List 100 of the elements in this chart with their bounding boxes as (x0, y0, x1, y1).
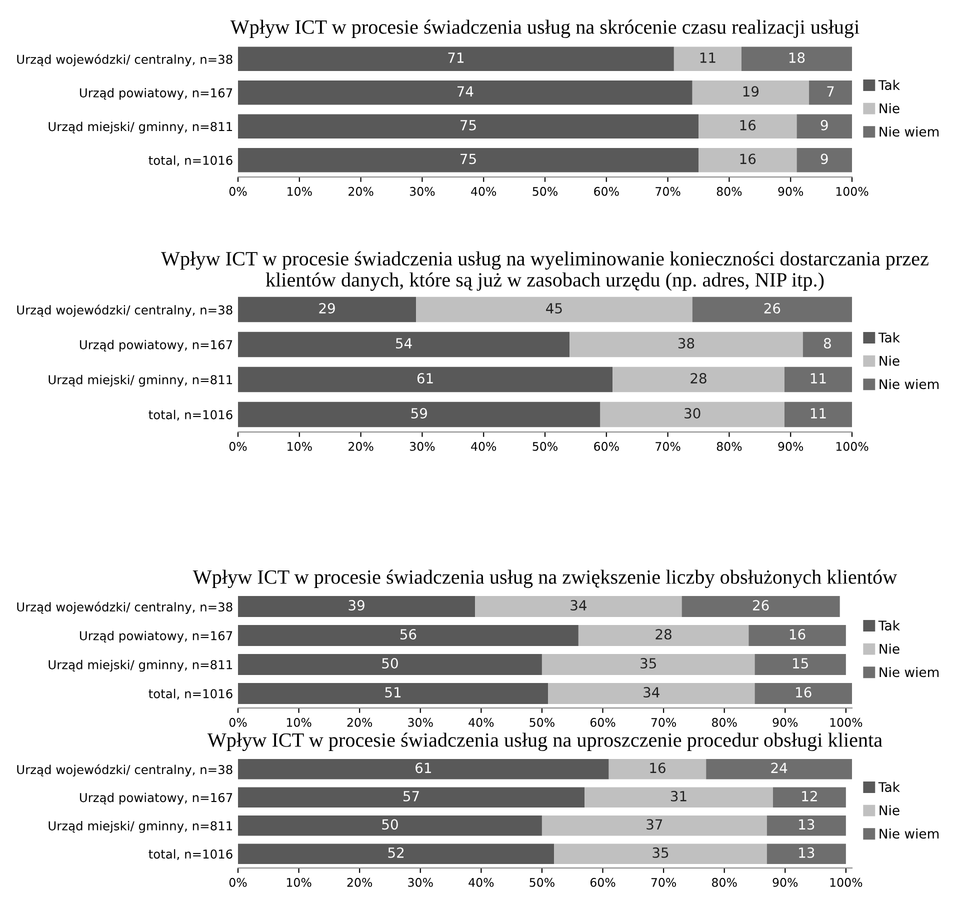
bar (706, 758, 852, 780)
x-tick-label: 90% (772, 718, 798, 727)
bar (772, 787, 846, 808)
data-label: 31 (670, 790, 686, 802)
data-label: 16 (740, 154, 756, 164)
y-tick-label: total, n=1016 (148, 849, 232, 860)
x-tick-label: 100% (830, 878, 862, 887)
bar (548, 683, 755, 704)
bar (784, 402, 852, 428)
y-tick-label: Urząd wojewódzki/ centralny, n=38 (17, 54, 232, 66)
data-label: 61 (416, 762, 431, 774)
bar (475, 596, 682, 617)
x-tick-label: 20% (348, 186, 374, 196)
bar (748, 625, 846, 646)
x-tick-label: 20% (347, 718, 372, 727)
data-label: 18 (789, 52, 805, 63)
data-label: 35 (640, 658, 656, 669)
data-label: 50 (382, 658, 398, 669)
data-label: 12 (802, 790, 817, 802)
x-tick-label: 90% (778, 186, 804, 196)
x-tick-label: 100% (836, 442, 868, 451)
bar (698, 114, 797, 139)
x-tick-label: 80% (716, 442, 742, 451)
bar (542, 815, 767, 836)
x-tick-label: 60% (590, 718, 616, 727)
bar (766, 844, 846, 864)
x-tick-label: 40% (468, 878, 494, 887)
bar (578, 625, 749, 646)
data-label: 13 (799, 847, 814, 858)
bar (238, 80, 692, 105)
bar (796, 114, 852, 139)
data-label: 34 (644, 687, 660, 698)
x-tick-label: 40% (468, 718, 494, 727)
data-label: 11 (700, 52, 716, 63)
legend-label: Tak (878, 620, 900, 631)
bar (741, 46, 852, 72)
x-tick-label: 30% (408, 718, 433, 727)
bar (238, 787, 585, 808)
x-tick-label: 20% (347, 878, 372, 887)
y-tick-label: total, n=1016 (148, 155, 232, 166)
x-tick-label: 0% (229, 878, 247, 887)
x-tick-label: 10% (286, 878, 312, 887)
bar (692, 296, 852, 322)
bar (238, 844, 554, 864)
data-label: 11 (810, 408, 826, 418)
x-tick-label: 0% (229, 186, 247, 196)
y-tick-label: Urząd miejski/ gminny, n=811 (48, 820, 232, 833)
data-label: 26 (752, 600, 769, 611)
text: Tak (878, 782, 900, 792)
x-tick-label: 10% (288, 442, 312, 451)
y-tick-label: total, n=1016 (148, 688, 232, 700)
x-tick-label: 0% (229, 718, 247, 727)
data-label: 61 (417, 373, 433, 384)
chart-title: Wpływ ICT w procesie świadczenia usług na zwiększenie liczby obsłużonych klientów (192, 570, 898, 588)
data-label: 16 (650, 762, 666, 774)
data-label: 29 (319, 303, 335, 314)
legend-label: Nie wiem (880, 378, 939, 390)
x-tick-label: 80% (716, 186, 742, 196)
bar (238, 402, 600, 428)
x-tick-label: 70% (651, 718, 676, 727)
chart-title: Wpływ ICT w procesie świadczenia usług na wyeliminowanie konieczności dostarczania przez klientów danych, które są już w zasobach urzędu (np. adres, NIP itp.) (161, 251, 928, 291)
y-tick-label: total, n=1016 (148, 410, 232, 421)
y-tick-label: Urząd miejski/ gminny, n=811 (48, 122, 232, 134)
data-label: 16 (790, 629, 806, 640)
data-label: 75 (460, 120, 476, 130)
x-tick-label: 50% (532, 186, 558, 196)
bar (796, 148, 852, 172)
data-label: 13 (799, 819, 814, 830)
bar (608, 758, 706, 780)
bar (809, 80, 852, 105)
data-label: 26 (764, 303, 780, 314)
x-tick-label: 50% (532, 442, 558, 451)
data-label: 11 (810, 373, 826, 384)
data-label: 57 (403, 791, 419, 802)
legend-label: Nie (880, 103, 900, 114)
bar (600, 402, 784, 428)
data-label: 59 (411, 408, 427, 419)
y-tick-label: Urząd wojewódzki/ centralny, n=38 (17, 764, 232, 777)
bar (698, 148, 797, 172)
x-tick-label: 80% (712, 718, 737, 727)
y-tick-label: Urząd miejski/ gminny, n=811 (48, 660, 232, 672)
legend-label: Nie wiem (880, 126, 939, 137)
bar (674, 46, 742, 72)
data-label: 16 (740, 120, 756, 130)
y-tick-label: Urząd wojewódzki/ centralny, n=38 (17, 602, 232, 614)
x-tick-label: 30% (410, 186, 435, 196)
bar (612, 366, 784, 392)
legend-label: Tak (878, 332, 900, 343)
data-label: 45 (546, 303, 562, 314)
bar (238, 296, 416, 322)
x-tick-label: 30% (410, 442, 435, 451)
bar (238, 148, 698, 172)
x-tick-label: 40% (471, 442, 496, 451)
y-tick-label: Urząd powiatowy, n=167 (80, 340, 232, 352)
data-label: 19 (743, 86, 759, 97)
x-tick-label: 50% (530, 878, 554, 887)
data-label: 50 (382, 819, 398, 830)
x-tick-label: 80% (712, 878, 737, 887)
chart-title: Wpływ ICT w procesie świadczenia usług na skrócenie czasu realizacji usługi (230, 20, 860, 38)
data-label: 24 (771, 762, 788, 773)
